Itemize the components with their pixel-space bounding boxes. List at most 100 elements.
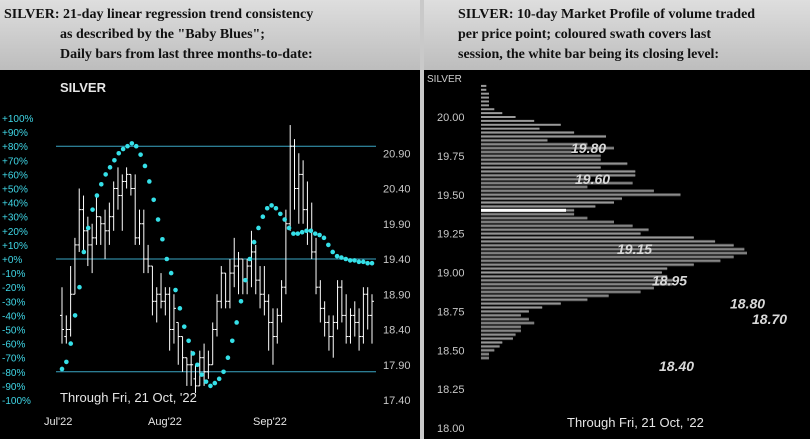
profile-volume-bar <box>481 135 607 137</box>
baby-blue-dot <box>142 163 148 169</box>
baby-blue-dot <box>352 258 357 263</box>
baby-blue-dot <box>369 260 375 266</box>
market-profile-plot: SILVER 20.00 19.75 19.50 19.25 19.00 18.75 18.5… <box>427 74 787 435</box>
trend-consistency-chart: +100% +90% +80% +70% +60% +50% +40% +30% +20% +10… <box>0 70 420 439</box>
right-axis-tick-label: 19.90 <box>383 219 411 231</box>
left-axis-tick-label: +90% <box>2 128 28 139</box>
profile-volume-bar <box>481 248 745 250</box>
profile-volume-bar <box>481 167 601 169</box>
profile-level-annotation: 18.80 <box>730 296 765 312</box>
baby-blue-dot <box>286 225 292 231</box>
baby-blue-dot <box>317 232 322 238</box>
baby-blue-dot <box>155 217 161 222</box>
profile-axis-tick-label: 20.00 <box>437 112 465 124</box>
market-profile-chart: SILVER 20.00 19.75 19.50 19.25 19.00 18.75 18.5… <box>424 70 810 439</box>
profile-volume-bar <box>481 112 503 115</box>
profile-volume-bar <box>481 205 596 207</box>
profile-volume-bar <box>481 84 487 87</box>
baby-blue-dot <box>256 225 261 231</box>
baby-blue-dot <box>264 205 270 211</box>
baby-blue-dot <box>199 372 205 377</box>
profile-volume-bar <box>481 108 495 111</box>
x-axis-tick-label: Aug'22 <box>148 416 182 428</box>
profile-volume-bar <box>481 123 561 126</box>
profile-level-annotation: 19.60 <box>575 171 610 187</box>
profile-volume-bar <box>481 295 609 297</box>
profile-volume-bar <box>481 190 654 192</box>
profile-volume-bar <box>481 338 513 340</box>
baby-blue-dot <box>216 376 222 382</box>
baby-blue-dot <box>151 197 156 203</box>
baby-blue-dot <box>129 141 135 146</box>
profile-volume-bar <box>481 283 673 285</box>
left-axis-tick-label: -100% <box>2 396 31 407</box>
profile-volume-bar <box>481 240 716 242</box>
baby-blue-dot <box>177 306 183 311</box>
right-axis-tick-label: 18.40 <box>383 325 411 337</box>
baby-blue-dot <box>212 380 218 386</box>
baby-blue-dot <box>304 228 309 234</box>
profile-volume-bar <box>481 268 668 270</box>
baby-blue-dot <box>181 324 187 329</box>
profile-volume-bar <box>481 127 540 130</box>
right-axis-tick-label: 20.90 <box>383 148 411 160</box>
profile-volume-bar <box>481 260 721 262</box>
baby-blue-dot <box>138 152 143 157</box>
baby-blue-dot <box>225 355 231 361</box>
baby-blue-dot <box>164 256 170 262</box>
profile-volume-bar <box>481 147 614 149</box>
right-chart-footer: Through Fri, 21 Oct, '22 <box>567 415 704 430</box>
baby-blue-dot <box>339 255 344 260</box>
baby-blue-dot <box>160 236 165 242</box>
profile-volume-bar <box>481 116 516 118</box>
profile-level-annotation: 18.70 <box>752 311 787 327</box>
profile-volume-bar <box>481 349 495 351</box>
right-header-line-2: per price point; coloured swath covers l… <box>458 27 712 42</box>
baby-blue-dot <box>295 231 301 236</box>
left-axis-tick-label: -80% <box>2 368 25 379</box>
left-axis-tick-label: -50% <box>2 326 25 337</box>
baby-blue-dot <box>221 369 226 375</box>
baby-blue-dot <box>173 287 178 293</box>
baby-blue-dot <box>247 256 253 262</box>
right-axis-tick-label: 20.40 <box>383 184 411 196</box>
left-axis-tick-label: -90% <box>2 382 25 393</box>
profile-volume-bar <box>481 330 521 332</box>
left-axis-tick-label: +60% <box>2 170 28 181</box>
baby-blue-dot <box>291 231 296 236</box>
profile-volume-bar <box>481 170 636 172</box>
baby-blue-dot <box>347 258 353 263</box>
profile-level-annotation: 19.15 <box>617 241 652 257</box>
profile-volume-bar <box>481 159 601 161</box>
profile-volume-bar <box>481 233 641 235</box>
baby-blue-dot <box>273 205 279 211</box>
baby-blue-dot <box>103 172 108 177</box>
profile-volume-bar <box>481 272 662 273</box>
left-axis-tick-label: +40% <box>2 199 28 210</box>
profile-volume-bar <box>481 341 503 343</box>
profile-axis-tick-label: 19.50 <box>437 190 465 202</box>
profile-volume-bar <box>481 279 673 281</box>
x-axis-tick-label: Sep'22 <box>253 416 287 428</box>
profile-volume-bar <box>481 178 588 180</box>
profile-volume-bar <box>481 88 487 91</box>
profile-volume-bar <box>481 143 588 145</box>
baby-blue-dot <box>251 239 257 245</box>
baby-blue-dot <box>343 256 349 262</box>
profile-volume-bar <box>481 299 588 301</box>
profile-axis-tick-label: 19.00 <box>437 268 465 280</box>
left-chart-label: SILVER <box>60 80 107 95</box>
left-axis-tick-label: +30% <box>2 213 28 224</box>
baby-blue-dot <box>77 284 82 290</box>
profile-volume-bar <box>481 326 521 328</box>
baby-blue-dot <box>356 259 362 265</box>
baby-blue-dot <box>90 207 95 212</box>
profile-volume-bar <box>481 237 694 239</box>
baby-blue-dot <box>59 366 65 372</box>
profile-volume-bar <box>481 92 489 95</box>
baby-blue-dot <box>133 143 139 149</box>
profile-volume-bar <box>481 353 489 355</box>
profile-axis-tick-label: 18.75 <box>437 306 465 318</box>
baby-blue-dot <box>72 313 78 318</box>
closing-level-bar <box>481 208 566 212</box>
